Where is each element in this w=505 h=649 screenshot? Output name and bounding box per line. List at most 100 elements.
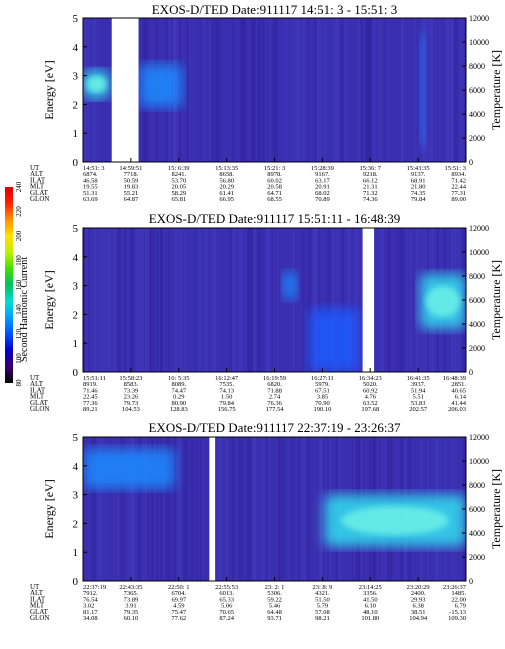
y2-tick-label: 4000 xyxy=(469,529,485,538)
heatmap-stripe xyxy=(255,18,258,162)
ephemeris-cell: 6.38 xyxy=(412,603,423,610)
ephemeris-cell: 51.50 xyxy=(315,596,330,603)
heatmap-stripe xyxy=(262,18,265,162)
heatmap-stripe xyxy=(211,18,215,162)
heatmap-cells xyxy=(83,437,466,581)
heatmap-stripe xyxy=(112,228,116,372)
spectrogram-panel-1: EXOS-D/TED Date:911117 14:51: 3 - 15:51:… xyxy=(30,2,503,203)
heatmap-stripe xyxy=(127,437,129,581)
heatmap-stripe xyxy=(271,18,274,162)
ephemeris-cell: 65.81 xyxy=(171,196,186,203)
heatmap-stripe xyxy=(237,437,242,581)
heatmap-stripe xyxy=(99,228,104,372)
colorbar-tick-label: 100 xyxy=(15,353,23,364)
y-tick-label: 0 xyxy=(73,157,79,169)
heatmap-stripe xyxy=(378,18,382,162)
ephemeris-cell: 20.91 xyxy=(315,184,330,191)
ephemeris-cell: 20.29 xyxy=(219,184,234,191)
ephemeris-cell: 61.41 xyxy=(219,190,234,197)
ephemeris-cell: 76.36 xyxy=(267,400,282,407)
ephemeris-cell: 89.00 xyxy=(451,196,466,203)
ephemeris-cell: 6.10 xyxy=(365,603,376,610)
heatmap-stripe xyxy=(175,228,179,372)
y2-tick-label: 12000 xyxy=(469,224,489,233)
heatmap-stripe xyxy=(307,437,311,581)
heatmap-stripe xyxy=(260,18,262,162)
heatmap-stripe xyxy=(195,437,199,581)
heatmap-stripe xyxy=(253,228,257,372)
heatmap-stripe xyxy=(199,437,202,581)
ephemeris-cell: 53.83 xyxy=(411,400,426,407)
ephemeris-cell: 4.76 xyxy=(365,394,377,401)
panel-title: EXOS-D/TED Date:911117 14:51: 3 - 15:51:… xyxy=(152,2,398,17)
heatmap-stripe xyxy=(371,18,376,162)
y2-tick-label: 8000 xyxy=(469,481,485,490)
y-tick-label: 1 xyxy=(73,547,79,559)
heatmap-stripe xyxy=(357,228,360,372)
heatmap-stripe xyxy=(339,18,344,162)
heatmap-stripe xyxy=(291,437,294,581)
ephemeris-cell: 15:51: 3 xyxy=(445,165,467,172)
ephemeris-cell: 9167. xyxy=(315,171,330,178)
heatmap-stripe xyxy=(198,228,201,372)
ephemeris-cell: 51.94 xyxy=(411,387,426,394)
heatmap-stripe xyxy=(152,228,156,372)
ephemeris-cell: 5.79 xyxy=(317,603,328,610)
ephemeris-cell: 41.44 xyxy=(451,400,466,407)
ephemeris-cell: 109.30 xyxy=(448,615,466,622)
y-tick-label: 1 xyxy=(73,128,79,140)
ephemeris-cell: 5306. xyxy=(267,590,282,597)
ephemeris-cell: 50.59 xyxy=(124,177,139,184)
ephemeris-cell: 34.08 xyxy=(83,615,98,622)
heatmap-stripe xyxy=(251,18,253,162)
ephemeris-cell: 14:51: 3 xyxy=(83,165,105,172)
heatmap-stripe xyxy=(446,18,450,162)
ephemeris-cell: 74.47 xyxy=(171,387,186,394)
ephemeris-cell: 15:58:23 xyxy=(119,375,142,382)
ephemeris-cell: 89.21 xyxy=(83,406,98,413)
ephemeris-table: UT 15:51:11 15:58:23 16: 5:35 16:12:47 16:19:… xyxy=(30,374,467,413)
enhancement-region xyxy=(138,64,183,108)
ephemeris-row-label: GLAT xyxy=(30,608,49,616)
heatmap-stripe xyxy=(285,18,288,162)
ephemeris-cell: 15:13:35 xyxy=(215,165,238,172)
ephemeris-cell: 0.29 xyxy=(173,394,184,401)
heatmap-stripe xyxy=(160,228,164,372)
ephemeris-cell: 22:37:19 xyxy=(83,584,106,591)
y2-axis-label: Temperature [K] xyxy=(489,260,503,340)
y2-tick-label: 8000 xyxy=(469,272,485,281)
heatmap-stripe xyxy=(149,228,152,372)
heatmap-stripe xyxy=(347,228,351,372)
heatmap-stripe xyxy=(123,437,126,581)
heatmap-stripe xyxy=(385,18,389,162)
heatmap-stripe xyxy=(135,228,138,372)
ephemeris-cell: 22:50: 1 xyxy=(168,584,190,591)
ephemeris-cell: 1485. xyxy=(451,590,466,597)
heatmap-stripe xyxy=(334,18,337,162)
ephemeris-cell: 8919. xyxy=(83,381,98,388)
y2-tick-label: 2000 xyxy=(469,344,485,353)
ephemeris-row-label: ALT xyxy=(30,589,44,597)
heatmap-stripe xyxy=(131,228,134,372)
y-tick-label: 2 xyxy=(73,518,79,530)
heatmap-stripe xyxy=(319,437,324,581)
heatmap-stripe xyxy=(207,437,209,581)
ephemeris-cell: 15:21: 3 xyxy=(264,165,286,172)
ephemeris-row-label: ILAT xyxy=(30,386,46,394)
heatmap-stripe xyxy=(167,437,171,581)
heatmap-stripe xyxy=(327,228,331,372)
heatmap-stripe xyxy=(251,437,256,581)
ephemeris-table: UT 14:51: 3 14:59:51 15: 6:39 15:13:35 15:21:… xyxy=(30,164,467,203)
ephemeris-cell: 69.97 xyxy=(171,596,186,603)
ephemeris-row-label: GLAT xyxy=(30,189,49,197)
ephemeris-cell: 202.57 xyxy=(409,406,428,413)
colorbar-tick-label: 140 xyxy=(15,304,23,315)
heatmap-stripe xyxy=(195,228,197,372)
heatmap-stripe xyxy=(124,228,127,372)
ephemeris-cell: 73.39 xyxy=(124,387,139,394)
heatmap-stripe xyxy=(295,18,299,162)
spectrogram-panel-2: EXOS-D/TED Date:911117 15:51:11 - 16:48:… xyxy=(30,211,503,413)
heatmap-stripe xyxy=(118,437,121,581)
ephemeris-cell: 53.70 xyxy=(171,177,186,184)
ephemeris-cell: 3.02 xyxy=(83,603,94,610)
